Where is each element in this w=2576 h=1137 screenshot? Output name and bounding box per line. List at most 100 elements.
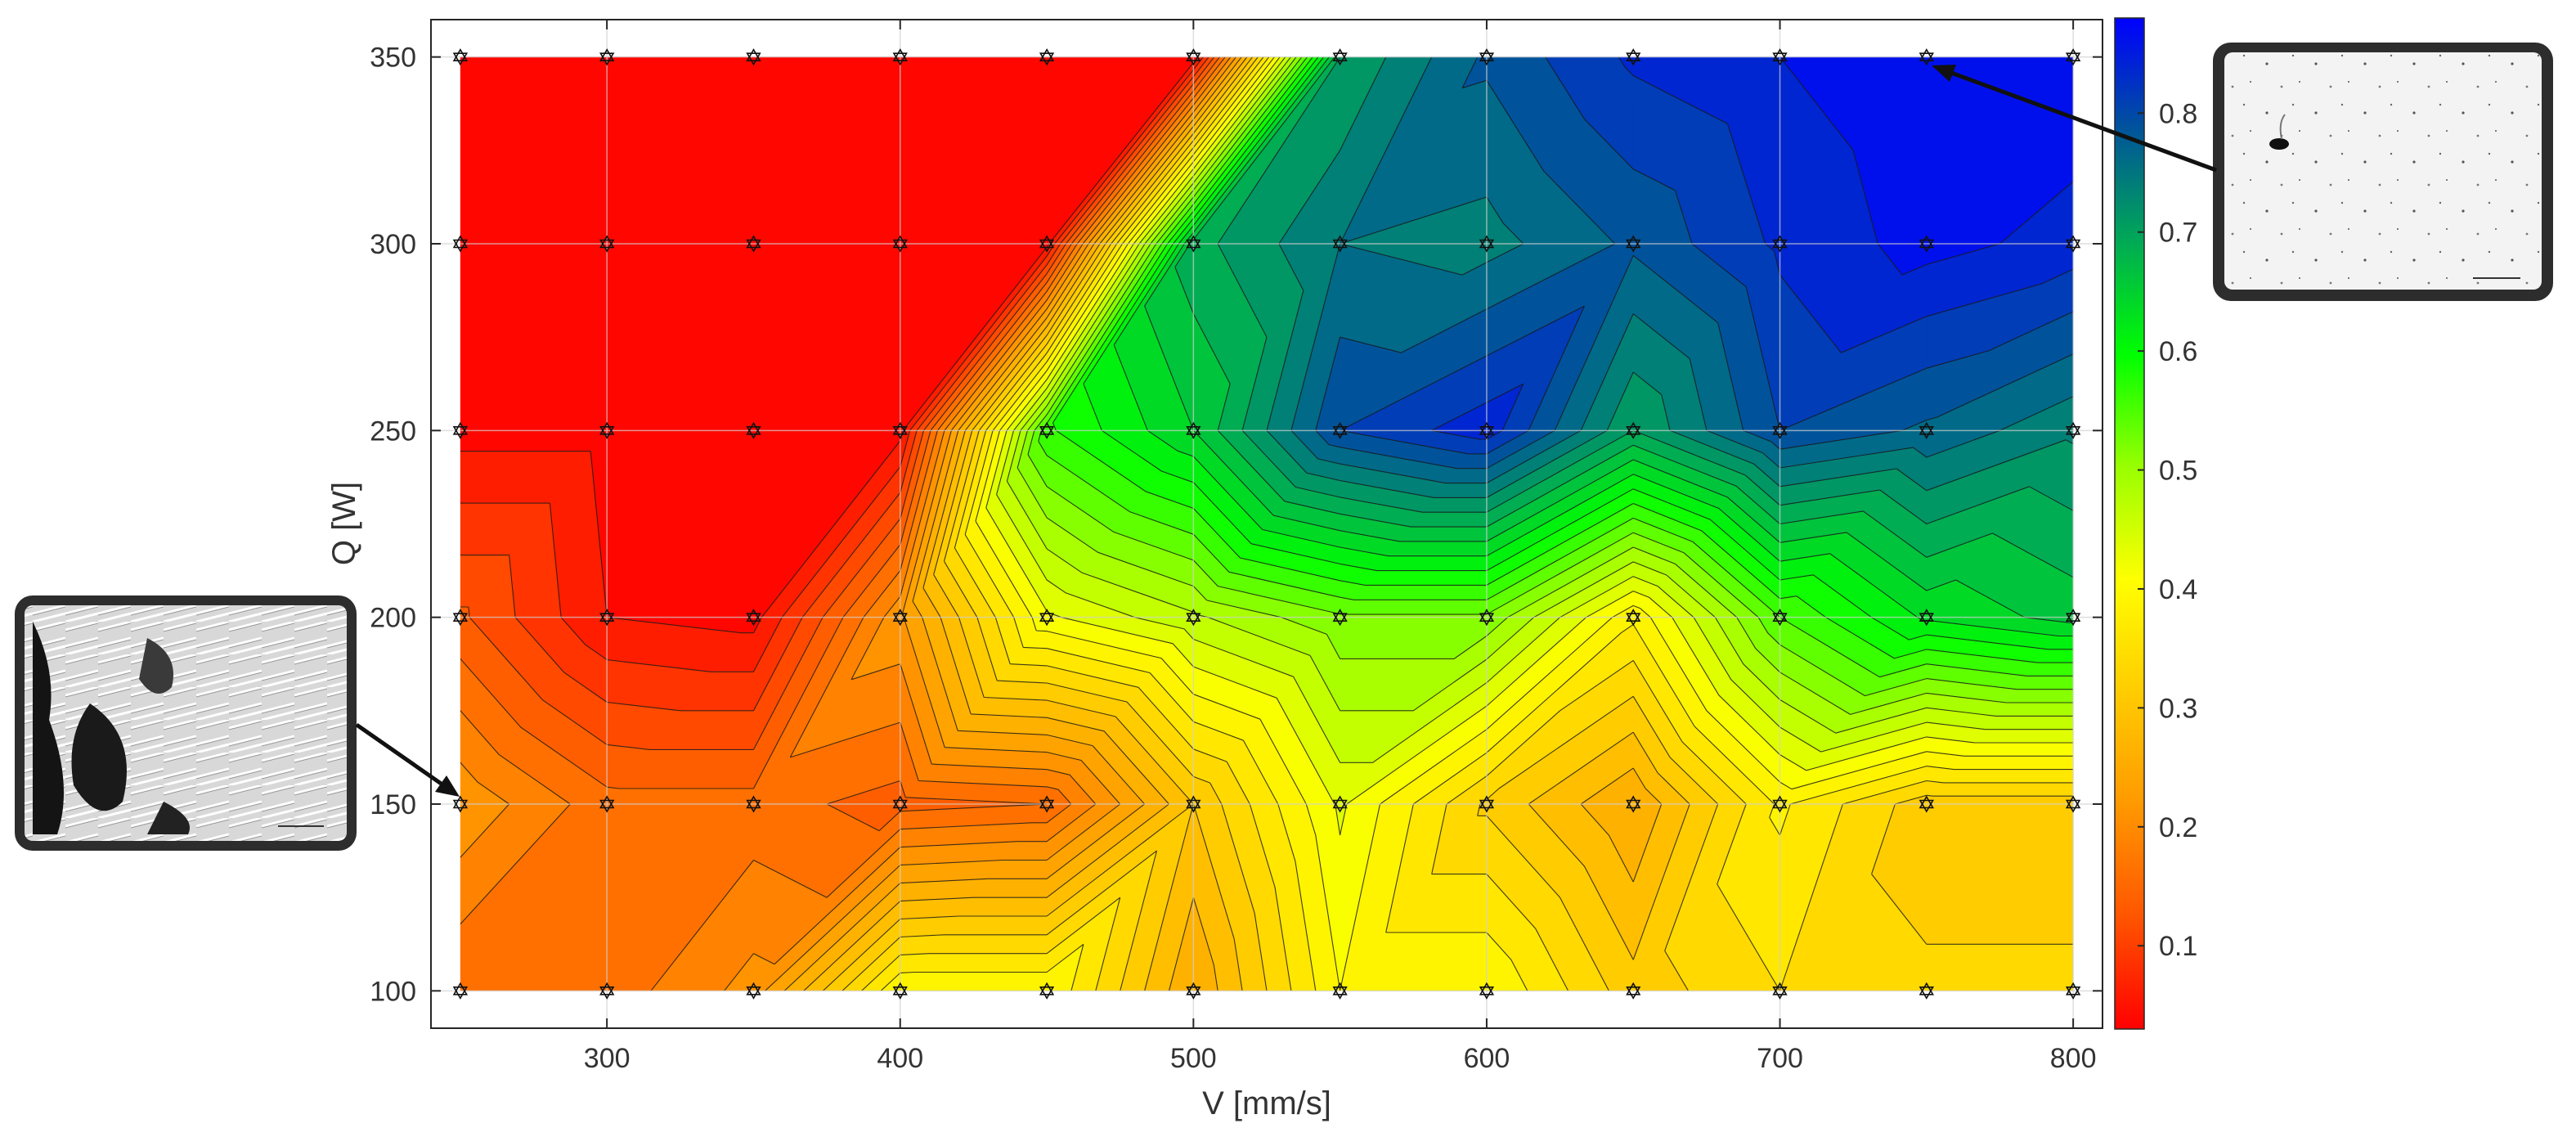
grid-point-marker	[1039, 48, 1055, 66]
grid-point-marker	[1479, 795, 1495, 813]
grid-point-marker	[1039, 421, 1055, 439]
micrograph-inset-left	[15, 595, 357, 851]
colorbar-ticks: 0.1 0.2 0.3 0.4 0.5 0.6 0.7 0.8	[2138, 98, 2197, 962]
grid-point-marker	[1919, 982, 1934, 1000]
y-tick-label: 300	[370, 229, 416, 260]
grid-point-marker	[452, 795, 469, 813]
grid-point-marker	[746, 421, 761, 439]
grid-point-marker	[1626, 795, 1641, 813]
grid-point-marker	[1039, 235, 1055, 253]
y-tick-label: 200	[370, 603, 416, 634]
grid-point-marker	[452, 421, 469, 439]
x-tick-label: 400	[877, 1043, 923, 1074]
x-tick-label: 500	[1170, 1043, 1217, 1074]
y-tick-label: 150	[370, 789, 416, 820]
colorbar-tick-label: 0.5	[2159, 456, 2197, 487]
x-tick-label: 600	[1464, 1043, 1510, 1074]
micrograph-inset-top-right	[2213, 43, 2553, 301]
grid-point-marker	[1772, 795, 1788, 813]
annotation-arrow-left	[355, 722, 450, 791]
grid-point-marker	[1919, 795, 1934, 813]
grid-point-marker	[2065, 795, 2081, 813]
x-tick-label: 800	[2050, 1043, 2097, 1074]
grid-point-marker	[599, 235, 615, 253]
grid-point-marker	[2065, 982, 2081, 1000]
grid-point-marker	[1186, 982, 1201, 1000]
grid-point-marker	[892, 982, 908, 1000]
colorbar-tick-label: 0.1	[2159, 931, 2197, 962]
colorbar-tick-label: 0.8	[2159, 98, 2197, 129]
grid-point-marker	[599, 421, 615, 439]
grid-lines	[431, 20, 2103, 1028]
grid-point-marker	[2065, 421, 2081, 439]
grid-point-marker	[1332, 48, 1348, 66]
grid-point-marker	[1919, 609, 1934, 627]
grid-point-marker	[452, 48, 469, 66]
x-axis-label: V [mm/s]	[1202, 1085, 1331, 1121]
grid-point-marker	[746, 795, 761, 813]
grid-point-marker	[1332, 235, 1348, 253]
grid-point-marker	[1186, 795, 1201, 813]
grid-point-marker	[1039, 609, 1055, 627]
grid-point-marker	[1772, 421, 1788, 439]
colorbar: 0.1 0.2 0.3 0.4 0.5 0.6 0.7 0.8	[2114, 17, 2197, 1030]
colorbar-tick-label: 0.6	[2159, 336, 2197, 367]
grid-point-marker	[1186, 48, 1201, 66]
grid-point-marker	[1626, 982, 1641, 1000]
colorbar-scale	[2114, 17, 2145, 1030]
grid-point-marker	[1479, 235, 1495, 253]
grid-point-marker	[892, 48, 908, 66]
grid-point-marker	[1186, 421, 1201, 439]
arrowhead-left	[435, 775, 460, 797]
grid-point-marker	[746, 982, 761, 1000]
grid-point-marker	[1332, 795, 1348, 813]
grid-point-marker	[892, 795, 908, 813]
colorbar-tick-label: 0.3	[2159, 693, 2197, 724]
annotation-arrow-top-right	[1944, 68, 2217, 173]
x-tick-label: 700	[1757, 1043, 1803, 1074]
grid-point-marker	[892, 609, 908, 627]
grid-point-marker	[1039, 982, 1055, 1000]
grid-point-marker	[746, 609, 761, 627]
y-axis-label: Q [W]	[326, 482, 362, 565]
grid-point-marker	[1772, 609, 1788, 627]
grid-point-marker	[452, 982, 469, 1000]
grid-point-marker	[599, 48, 615, 66]
grid-point-marker	[599, 609, 615, 627]
grid-point-marker	[1772, 982, 1788, 1000]
grid-point-marker	[1919, 421, 1934, 439]
grid-point-marker	[746, 235, 761, 253]
x-tick-label: 300	[584, 1043, 631, 1074]
colorbar-tick-label: 0.7	[2159, 218, 2197, 249]
grid-point-marker	[599, 982, 615, 1000]
grid-point-marker	[746, 48, 761, 66]
grid-point-marker	[452, 235, 469, 253]
contour-layer	[460, 56, 2074, 991]
grid-point-marker	[1772, 48, 1788, 66]
grid-point-marker	[1186, 609, 1201, 627]
grid-point-marker	[2065, 48, 2081, 66]
grid-point-marker	[1626, 421, 1641, 439]
grid-point-marker	[1186, 235, 1201, 253]
y-axis-ticks: 100 150 200 250 300 350	[370, 43, 2103, 1007]
grid-point-markers	[452, 48, 2081, 1000]
grid-point-marker	[1626, 609, 1641, 627]
grid-point-marker	[1332, 609, 1348, 627]
grid-point-marker	[1479, 421, 1495, 439]
grid-point-marker	[2065, 235, 2081, 253]
grid-point-marker	[1332, 421, 1348, 439]
grid-point-marker	[1626, 48, 1641, 66]
grid-point-marker	[892, 235, 908, 253]
grid-point-marker	[1039, 795, 1055, 813]
colorbar-tick-label: 0.2	[2159, 812, 2197, 843]
grid-point-marker	[1626, 235, 1641, 253]
grid-point-marker	[1772, 235, 1788, 253]
y-tick-label: 350	[370, 43, 416, 74]
grid-point-marker	[452, 609, 469, 627]
y-tick-label: 100	[370, 976, 416, 1007]
grid-point-marker	[1479, 982, 1495, 1000]
grid-point-marker	[892, 421, 908, 439]
grid-point-marker	[1919, 235, 1934, 253]
grid-point-marker	[2065, 609, 2081, 627]
